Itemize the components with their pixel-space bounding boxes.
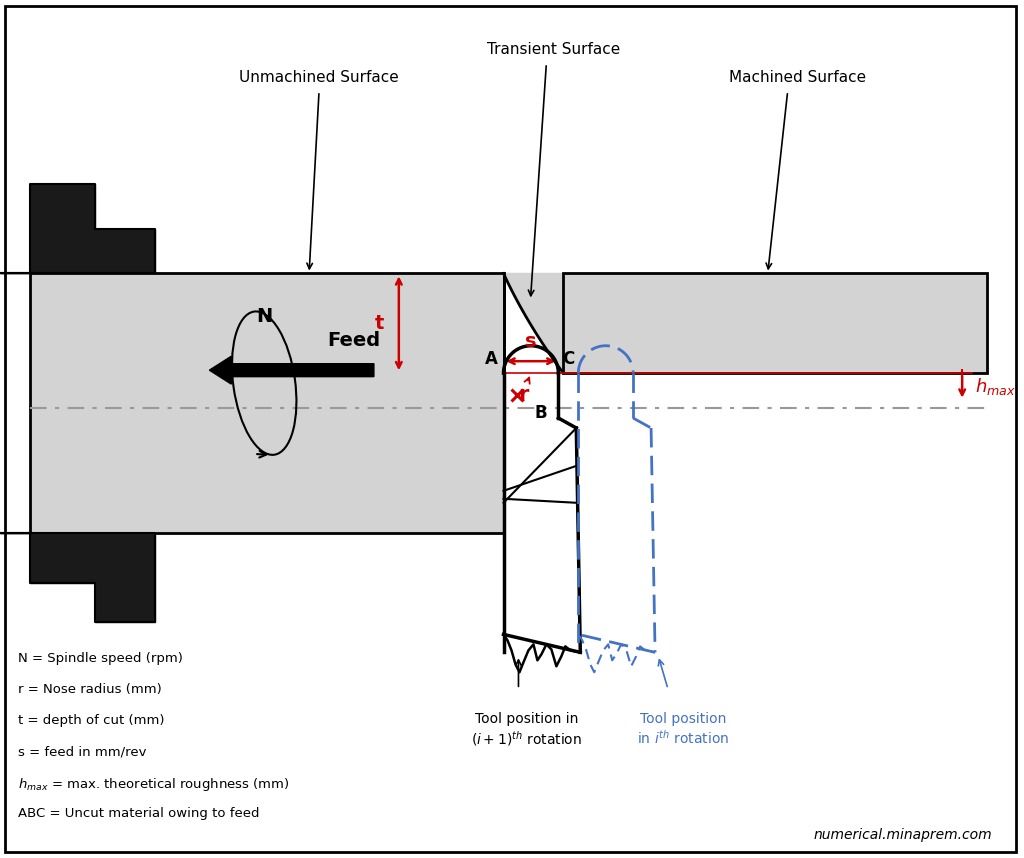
Text: ABC = Uncut material owing to feed: ABC = Uncut material owing to feed: [18, 807, 259, 820]
Text: Tool position in
$(i+1)^{th}$ rotation: Tool position in $(i+1)^{th}$ rotation: [471, 712, 582, 748]
Text: N: N: [256, 307, 272, 326]
Text: $h_{max}$: $h_{max}$: [975, 377, 1016, 397]
Text: Transient Surface: Transient Surface: [486, 42, 620, 57]
Polygon shape: [0, 184, 155, 274]
Text: A: A: [484, 350, 498, 368]
Polygon shape: [504, 274, 563, 373]
Text: N = Spindle speed (rpm): N = Spindle speed (rpm): [18, 652, 183, 665]
Text: t: t: [375, 314, 384, 333]
Text: s: s: [525, 332, 537, 351]
Text: s = feed in mm/rev: s = feed in mm/rev: [18, 745, 146, 758]
FancyArrow shape: [209, 356, 374, 384]
Text: B: B: [535, 403, 548, 421]
Polygon shape: [0, 533, 155, 622]
Text: Unmachined Surface: Unmachined Surface: [240, 69, 399, 85]
Text: C: C: [562, 350, 574, 368]
Text: $h_{max}$ = max. theoretical roughness (mm): $h_{max}$ = max. theoretical roughness (…: [18, 776, 290, 793]
FancyBboxPatch shape: [30, 274, 504, 533]
Text: t = depth of cut (mm): t = depth of cut (mm): [18, 714, 165, 728]
Text: Tool position
in $i^{th}$ rotation: Tool position in $i^{th}$ rotation: [637, 712, 729, 747]
Text: Machined Surface: Machined Surface: [729, 69, 866, 85]
Text: r = Nose radius (mm): r = Nose radius (mm): [18, 683, 162, 696]
FancyBboxPatch shape: [563, 274, 987, 373]
Text: numerical.minaprem.com: numerical.minaprem.com: [813, 828, 992, 842]
Text: Feed: Feed: [328, 331, 381, 350]
Text: r: r: [518, 385, 528, 405]
